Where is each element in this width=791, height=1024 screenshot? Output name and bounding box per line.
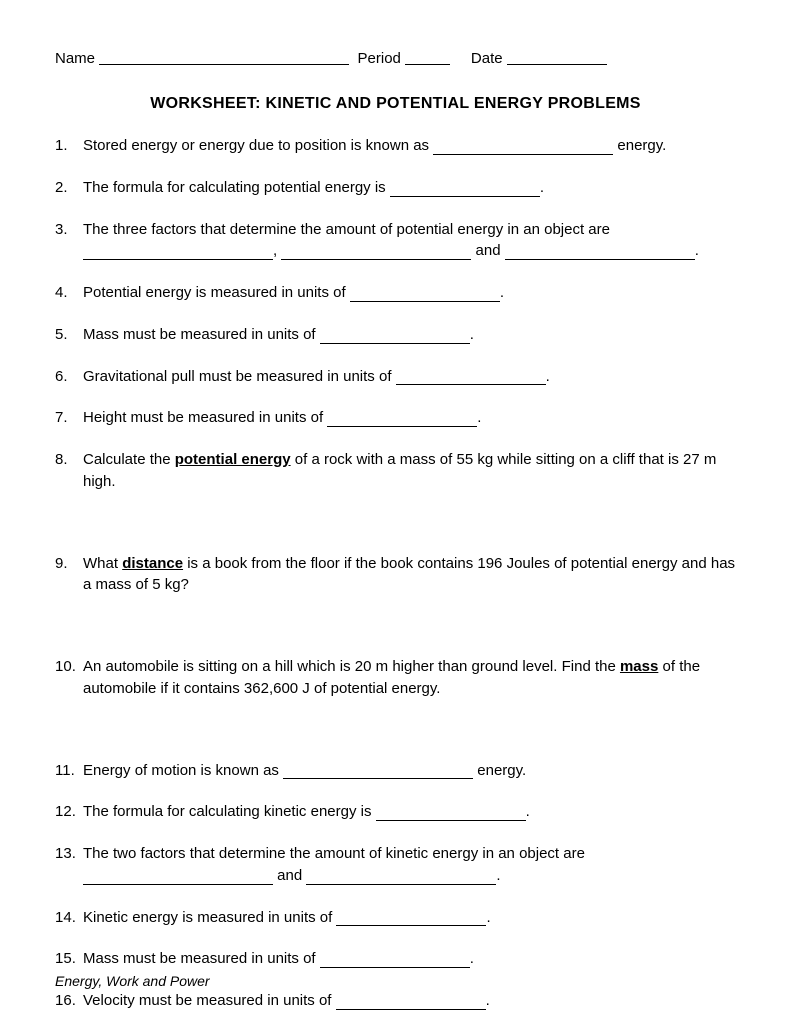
q13-blank2[interactable] xyxy=(306,884,496,885)
footer-text: Energy, Work and Power xyxy=(55,973,210,989)
q11-blank[interactable] xyxy=(283,778,473,779)
q2-blank[interactable] xyxy=(390,196,540,197)
q13-blank1[interactable] xyxy=(83,884,273,885)
question-6: Gravitational pull must be measured in u… xyxy=(55,366,736,388)
q7-blank[interactable] xyxy=(327,426,477,427)
q14-blank[interactable] xyxy=(336,925,486,926)
q3-blank2[interactable] xyxy=(281,259,471,260)
q3-blank1[interactable] xyxy=(83,259,273,260)
q10-keyword: mass xyxy=(620,658,658,675)
q15-blank[interactable] xyxy=(320,967,470,968)
question-16: Velocity must be measured in units of . xyxy=(55,990,736,1012)
question-15: Mass must be measured in units of . xyxy=(55,948,736,970)
question-4: Potential energy is measured in units of… xyxy=(55,282,736,304)
question-5: Mass must be measured in units of . xyxy=(55,324,736,346)
question-13: The two factors that determine the amoun… xyxy=(55,843,736,887)
q4-blank[interactable] xyxy=(350,301,500,302)
question-3: The three factors that determine the amo… xyxy=(55,219,736,263)
name-blank[interactable] xyxy=(99,64,349,65)
q8-keyword: potential energy xyxy=(175,451,291,468)
question-11: Energy of motion is known as energy. xyxy=(55,760,736,782)
question-14: Kinetic energy is measured in units of . xyxy=(55,907,736,929)
name-label: Name xyxy=(55,50,95,67)
header-fields: Name Period Date xyxy=(55,50,736,67)
question-8: Calculate the potential energy of a rock… xyxy=(55,449,736,493)
q6-blank[interactable] xyxy=(396,384,546,385)
question-7: Height must be measured in units of . xyxy=(55,407,736,429)
question-9: What distance is a book from the floor i… xyxy=(55,553,736,597)
question-12: The formula for calculating kinetic ener… xyxy=(55,801,736,823)
q16-blank[interactable] xyxy=(336,1009,486,1010)
question-2: The formula for calculating potential en… xyxy=(55,177,736,199)
date-blank[interactable] xyxy=(507,64,607,65)
question-10: An automobile is sitting on a hill which… xyxy=(55,656,736,700)
q1-blank[interactable] xyxy=(433,154,613,155)
period-blank[interactable] xyxy=(405,64,450,65)
q12-blank[interactable] xyxy=(376,820,526,821)
q5-blank[interactable] xyxy=(320,343,470,344)
q9-keyword: distance xyxy=(122,555,183,572)
question-1: Stored energy or energy due to position … xyxy=(55,135,736,157)
worksheet-title: WORKSHEET: KINETIC AND POTENTIAL ENERGY … xyxy=(55,95,736,113)
question-list: Stored energy or energy due to position … xyxy=(55,135,736,1012)
period-label: Period xyxy=(358,50,401,67)
date-label: Date xyxy=(471,50,503,67)
q3-blank3[interactable] xyxy=(505,259,695,260)
